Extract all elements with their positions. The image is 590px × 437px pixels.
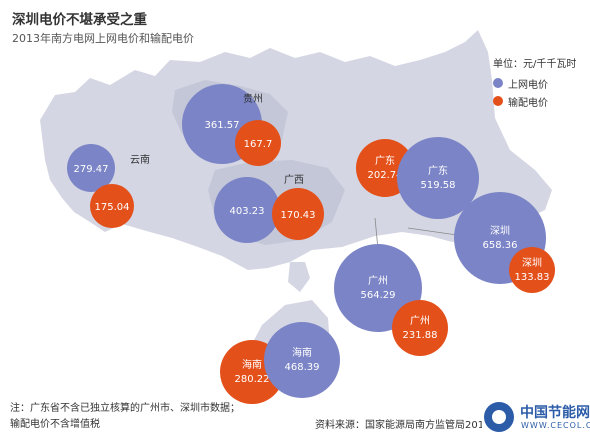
bubble-circle bbox=[90, 184, 134, 228]
bubble-grid-7: 广东 519.58 bbox=[397, 137, 479, 219]
site-logo: 中国节能网 WWW.CECOL.CN bbox=[482, 401, 590, 435]
bubble-region-label: 广州 bbox=[410, 315, 430, 327]
legend-item-grid-price: 上网电价 bbox=[493, 74, 576, 92]
bubble-value-label: 564.29 bbox=[361, 290, 396, 301]
region-label-yunnan: 云南 bbox=[130, 153, 150, 166]
bubble-value-label: 468.39 bbox=[285, 362, 320, 373]
bubble-value-label: 403.23 bbox=[230, 206, 265, 217]
bubble-grid-13: 海南 468.39 bbox=[264, 322, 340, 398]
bubble-value-label: 658.36 bbox=[483, 240, 518, 251]
legend: 单位：元/千千瓦时 上网电价 输配电价 bbox=[493, 55, 576, 110]
bubble-region-label: 海南 bbox=[292, 346, 312, 359]
bubble-value-label: 167.7 bbox=[244, 139, 273, 150]
bubble-value-label: 231.88 bbox=[403, 330, 438, 341]
legend-transmission-price-label: 输配电价 bbox=[508, 97, 548, 109]
bubble-value-label: 280.22 bbox=[235, 374, 270, 385]
legend-grid-price-label: 上网电价 bbox=[508, 79, 548, 91]
bubble-region-label: 广东 bbox=[428, 164, 448, 177]
bubble-grid-0: 279.47 bbox=[67, 144, 115, 192]
bubble-value-label: 202.74 bbox=[368, 170, 403, 181]
source-credit: 资料来源：国家能源局南方监管局2013年电价执行情况 bbox=[315, 420, 500, 431]
bubble-region-label: 海南 bbox=[242, 358, 262, 371]
bubble-circle bbox=[397, 137, 479, 219]
bubble-circle bbox=[392, 300, 448, 356]
map-title: 深圳电价不堪承受之重 bbox=[12, 12, 147, 28]
legend-unit: 单位：元/千千瓦时 bbox=[493, 59, 577, 70]
logo-emblem-icon bbox=[484, 402, 514, 432]
bubble-value-label: 175.04 bbox=[95, 202, 130, 213]
bubble-value-label: 279.47 bbox=[74, 164, 109, 175]
logo-name: 中国节能网 bbox=[520, 405, 590, 421]
bubble-transmission-11: 广州 231.88 bbox=[392, 300, 448, 356]
bubble-transmission-1: 175.04 bbox=[90, 184, 134, 228]
legend-grid-price-dot bbox=[493, 78, 503, 88]
bubble-value-label: 133.83 bbox=[515, 272, 550, 283]
bubble-region-label: 深圳 bbox=[522, 257, 542, 269]
land-leizhou bbox=[288, 262, 310, 292]
bubble-value-label: 519.58 bbox=[421, 180, 456, 191]
bubble-circle bbox=[264, 322, 340, 398]
bubble-transmission-3: 167.7 bbox=[235, 120, 281, 166]
map-subtitle: 2013年南方电网上网电价和输配电价 bbox=[12, 32, 194, 45]
footnote: 注：广东省不含已独立核算的广州市、深圳市数据； 输配电价不含增值税 bbox=[10, 401, 240, 433]
bubble-transmission-9: 深圳 133.83 bbox=[509, 247, 555, 293]
legend-item-transmission-price: 输配电价 bbox=[493, 92, 576, 110]
region-label-guangxi: 广西 bbox=[284, 174, 304, 186]
bubble-region-label: 深圳 bbox=[490, 225, 510, 237]
footnote-line-1: 注：广东省不含已独立核算的广州市、深圳市数据； bbox=[10, 403, 240, 414]
legend-transmission-price-dot bbox=[493, 96, 503, 106]
logo-url: WWW.CECOL.CN bbox=[521, 421, 590, 430]
bubble-circle bbox=[235, 120, 281, 166]
price-bubbles: 279.47 175.04 361.57 167.7 403.23 170.43 广东 202… bbox=[67, 84, 555, 404]
bubble-value-label: 361.57 bbox=[205, 120, 240, 131]
bubble-transmission-5: 170.43 bbox=[272, 188, 324, 240]
bubble-region-label: 广州 bbox=[368, 275, 388, 287]
bubble-circle bbox=[214, 177, 280, 243]
footnote-line-2: 输配电价不含增值税 bbox=[10, 419, 100, 430]
region-label-guizhou: 贵州 bbox=[243, 92, 263, 105]
bubble-grid-4: 403.23 bbox=[214, 177, 280, 243]
bubble-circle bbox=[67, 144, 115, 192]
bubble-region-label: 广东 bbox=[375, 154, 395, 167]
bubble-value-label: 170.43 bbox=[281, 210, 316, 221]
bubble-circle bbox=[272, 188, 324, 240]
bubble-circle bbox=[509, 247, 555, 293]
